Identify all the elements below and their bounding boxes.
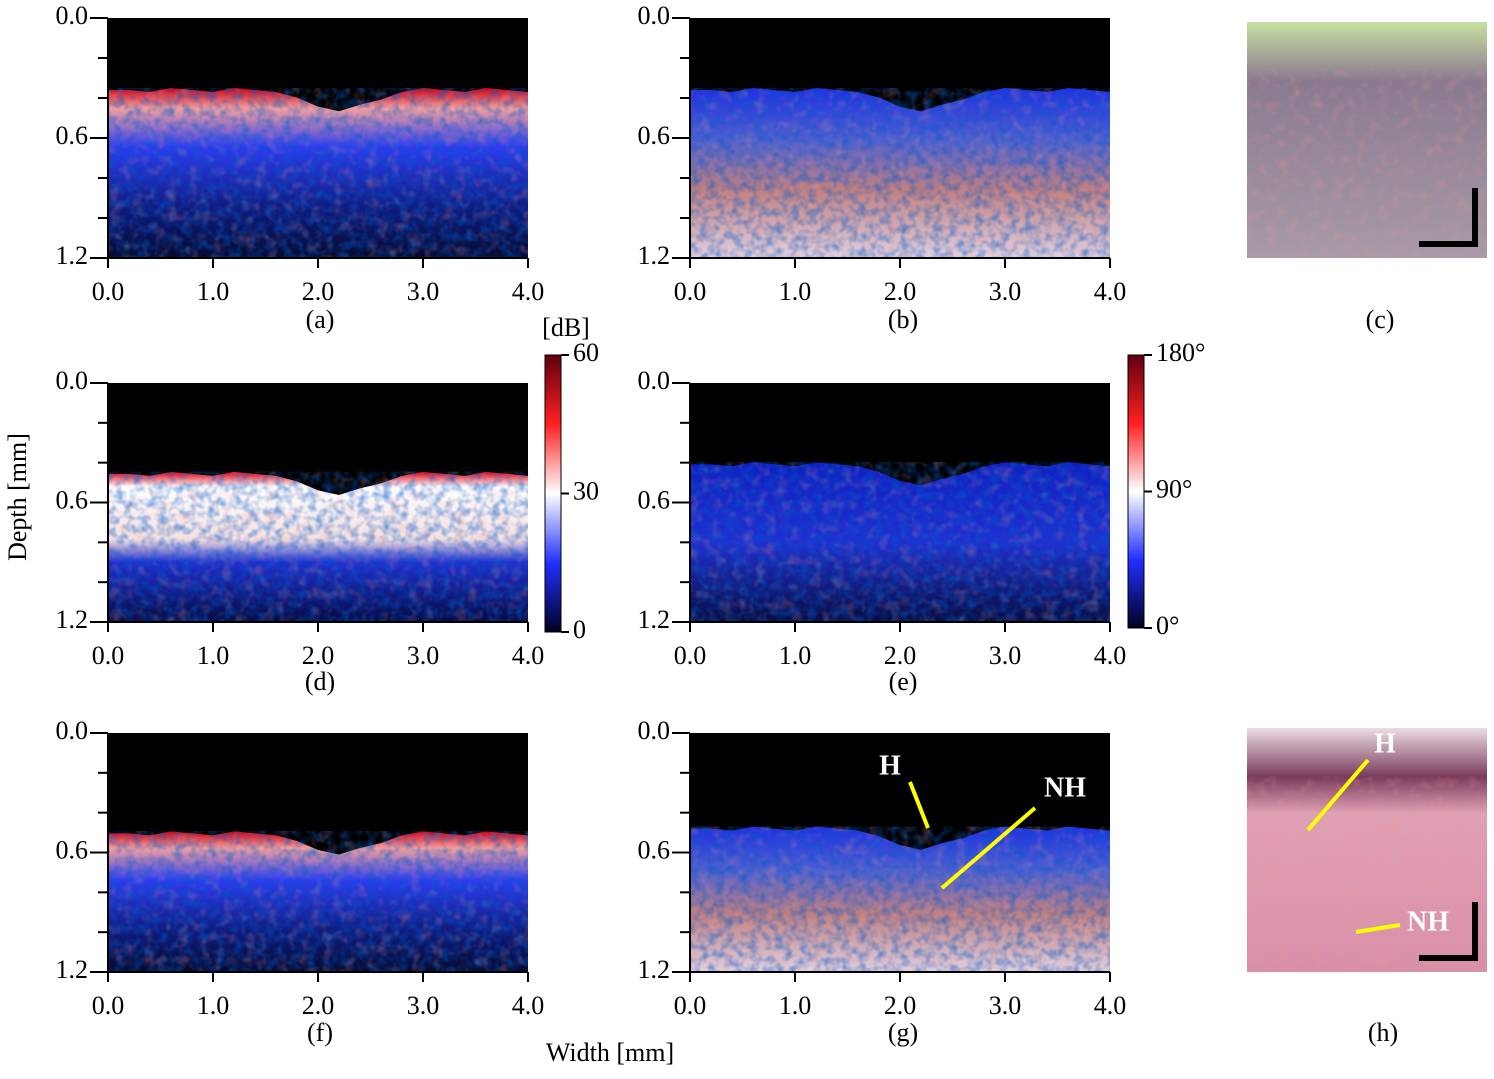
- panel-label: (g): [888, 1018, 918, 1047]
- y-tick-label: 0.6: [638, 835, 671, 864]
- x-tick-label: 2.0: [884, 991, 917, 1020]
- y-tick-label: 0.0: [56, 1, 89, 30]
- colorbar-unit: [dB]: [542, 313, 590, 342]
- colorbar-tick-label: 90°: [1156, 474, 1192, 503]
- colorbar-tick-label: 180°: [1156, 338, 1205, 367]
- arrow: [908, 781, 930, 829]
- y-tick-label: 1.2: [638, 241, 671, 270]
- y-tick-label: 0.0: [56, 366, 89, 395]
- y-tick-label: 1.2: [638, 605, 671, 634]
- x-tick-label: 2.0: [884, 641, 917, 670]
- y-tick-label: 1.2: [638, 955, 671, 984]
- x-tick-label: 0.0: [674, 991, 707, 1020]
- x-tick-label: 1.0: [779, 991, 812, 1020]
- tissue-speckle: [108, 831, 528, 972]
- x-tick-label: 4.0: [512, 991, 545, 1020]
- x-tick-label: 3.0: [989, 277, 1022, 306]
- arrow: [1355, 923, 1401, 934]
- tissue-speckle: [108, 471, 528, 622]
- y-tick-label: 1.2: [56, 605, 89, 634]
- panel-label: (a): [306, 305, 335, 334]
- colorbar: [1127, 354, 1145, 629]
- x-tick-label: 3.0: [407, 277, 440, 306]
- x-tick-label: 4.0: [1094, 277, 1127, 306]
- y-tick-label: 0.0: [638, 716, 671, 745]
- x-axis-title: Width [mm]: [546, 1038, 674, 1067]
- x-tick-label: 3.0: [407, 991, 440, 1020]
- panel-label: (f): [307, 1018, 333, 1047]
- y-tick-label: 0.0: [56, 716, 89, 745]
- y-tick-label: 1.2: [56, 241, 89, 270]
- panel-label: (h): [1368, 1018, 1398, 1047]
- y-tick-label: 0.0: [638, 1, 671, 30]
- x-tick-label: 0.0: [92, 277, 125, 306]
- x-tick-label: 0.0: [674, 277, 707, 306]
- annotation: NH: [1407, 906, 1449, 937]
- histology-texture: [1247, 776, 1487, 972]
- x-tick-label: 2.0: [884, 277, 917, 306]
- x-tick-label: 3.0: [989, 991, 1022, 1020]
- x-tick-label: 2.0: [302, 641, 335, 670]
- histology-texture: [1247, 69, 1487, 258]
- x-tick-label: 3.0: [989, 641, 1022, 670]
- x-tick-label: 0.0: [92, 991, 125, 1020]
- arrow: [1306, 758, 1370, 832]
- tissue-speckle: [690, 88, 1110, 258]
- x-tick-label: 1.0: [779, 641, 812, 670]
- colorbar-tick-label: 60: [573, 338, 599, 367]
- panel-label: (c): [1366, 305, 1395, 334]
- y-tick-label: 1.2: [56, 955, 89, 984]
- y-tick-label: 0.6: [56, 485, 89, 514]
- y-tick-label: 0.0: [638, 366, 671, 395]
- colorbar-tick-label: 0: [573, 615, 586, 644]
- panel-label: (e): [889, 667, 918, 696]
- colorbar: [544, 354, 562, 633]
- scale-bar: [1419, 902, 1478, 961]
- annotation: H: [879, 750, 901, 781]
- x-tick-label: 4.0: [1094, 641, 1127, 670]
- x-tick-label: 0.0: [674, 641, 707, 670]
- x-tick-label: 4.0: [512, 641, 545, 670]
- tissue-speckle: [690, 462, 1110, 622]
- x-tick-label: 1.0: [197, 641, 230, 670]
- annotation: NH: [1044, 772, 1086, 803]
- arrow: [940, 806, 1037, 890]
- y-tick-label: 0.6: [638, 121, 671, 150]
- x-tick-label: 2.0: [302, 991, 335, 1020]
- colorbar-tick-label: 0°: [1156, 611, 1179, 640]
- y-tick-label: 0.6: [638, 485, 671, 514]
- x-tick-label: 4.0: [1094, 991, 1127, 1020]
- x-tick-label: 2.0: [302, 277, 335, 306]
- y-tick-label: 0.6: [56, 121, 89, 150]
- panel-label: (d): [305, 667, 335, 696]
- tissue-speckle: [690, 826, 1110, 972]
- colorbar-tick-label: 30: [573, 476, 599, 505]
- x-tick-label: 1.0: [197, 277, 230, 306]
- panel-label: (b): [888, 305, 918, 334]
- x-tick-label: 3.0: [407, 641, 440, 670]
- x-tick-label: 4.0: [512, 277, 545, 306]
- annotation: H: [1374, 728, 1396, 759]
- x-tick-label: 1.0: [779, 277, 812, 306]
- y-axis-title: Depth [mm]: [3, 433, 32, 561]
- x-tick-label: 1.0: [197, 991, 230, 1020]
- x-tick-label: 0.0: [92, 641, 125, 670]
- y-tick-label: 0.6: [56, 835, 89, 864]
- scale-bar: [1419, 188, 1478, 247]
- tissue-speckle: [108, 88, 528, 258]
